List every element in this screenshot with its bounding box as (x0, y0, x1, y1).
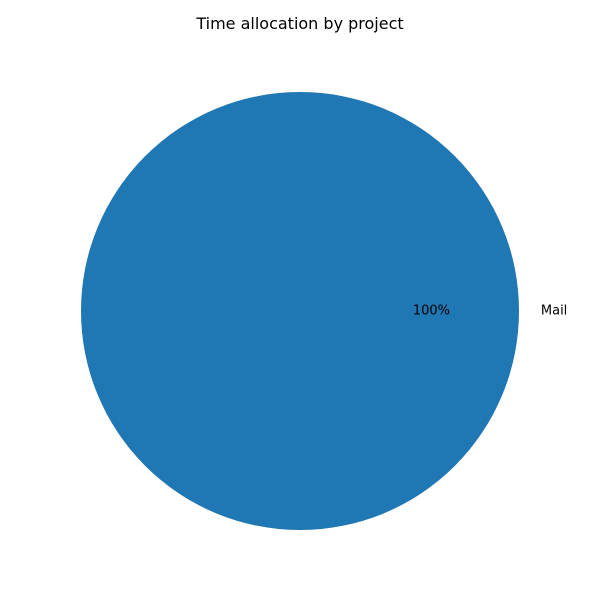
pie-slice-mail (81, 92, 519, 530)
pie-labels: Mail 100% (413, 304, 567, 319)
chart-title: Time allocation by project (195, 14, 403, 33)
slice-label: Mail (541, 304, 567, 319)
slice-percent-label: 100% (413, 304, 450, 319)
pie-slices (81, 92, 519, 530)
